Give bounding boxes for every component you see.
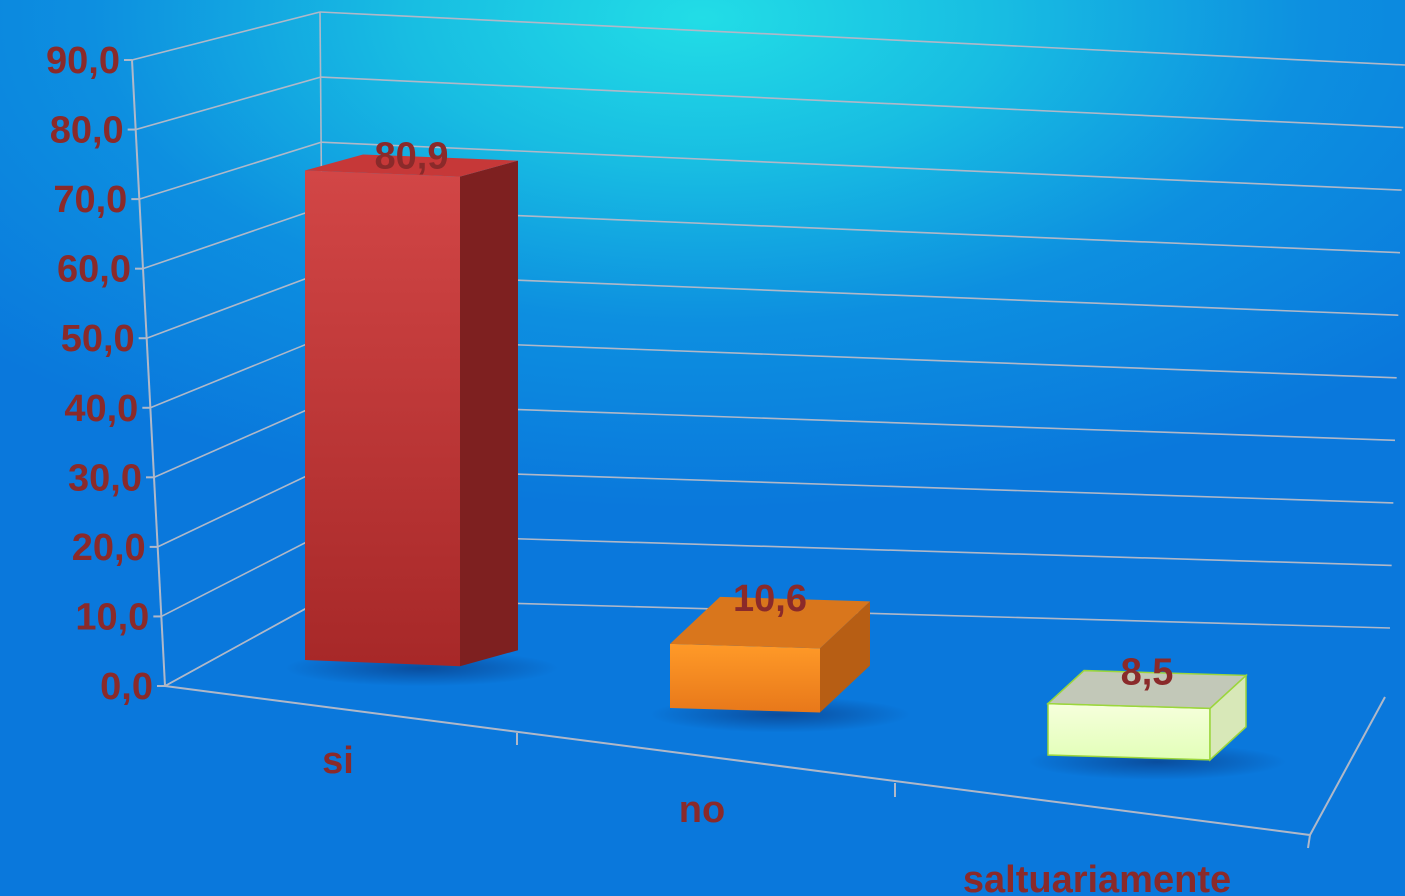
side-gridline (131, 11, 321, 61)
y-tick-label: 50,0 (61, 318, 135, 360)
y-tick-label: 10,0 (75, 596, 149, 638)
x-tick-label: si (322, 740, 354, 782)
back-gridline (320, 76, 1404, 129)
back-gridline (319, 11, 1405, 66)
data-label: 8,5 (1121, 652, 1174, 694)
floor-left-edge (164, 597, 326, 687)
side-gridline (139, 141, 322, 200)
side-gridline (153, 401, 324, 479)
back-gridline (321, 141, 1402, 191)
data-label: 10,6 (733, 578, 807, 620)
bar-top-saltuariamente (1046, 669, 1248, 710)
bar-front-saltuariamente (1047, 702, 1211, 761)
y-tick-label: 0,0 (100, 666, 153, 708)
side-gridline (150, 336, 324, 409)
side-gridline (142, 206, 322, 270)
x-tick-label: saltuariamente (963, 859, 1231, 896)
data-label: 80,9 (375, 135, 449, 177)
y-tick-label: 60,0 (57, 249, 131, 291)
y-tick-label: 30,0 (68, 457, 142, 499)
bar-top-no (670, 596, 870, 649)
bars (305, 154, 1248, 762)
bar-top-si (305, 154, 518, 177)
y-tick-label: 90,0 (46, 40, 120, 82)
x-tick-label: no (679, 789, 725, 831)
bar-front-si (305, 170, 460, 667)
axes (124, 59, 1386, 849)
y-tick-label: 20,0 (72, 527, 146, 569)
y-tick-label: 70,0 (53, 179, 127, 221)
bar-side-si (460, 160, 518, 667)
side-gridline (146, 271, 323, 339)
y-tick-label: 80,0 (50, 110, 124, 152)
y-axis-line (131, 59, 166, 687)
bar-front-no (670, 643, 820, 713)
bar-side-no (820, 601, 870, 713)
x-tick-mark (1307, 834, 1311, 849)
labels: 0,0 10,0 20,0 30,0 40,0 50,0 60,0 70,0 80,0 90,0 8… (46, 40, 1231, 896)
side-gridline (160, 532, 325, 618)
side-gridline (157, 467, 325, 548)
side-gridline (135, 76, 321, 131)
y-tick-label: 40,0 (64, 388, 138, 430)
